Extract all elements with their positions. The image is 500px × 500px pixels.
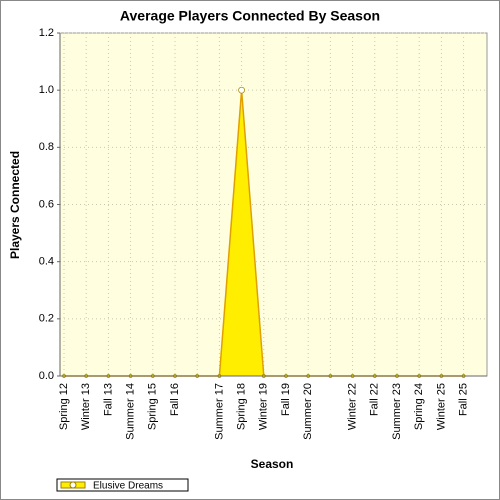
x-tick-label: Fall 16 xyxy=(169,383,181,416)
legend xyxy=(56,478,189,492)
x-tick-label: Spring 12 xyxy=(58,383,70,430)
y-tick-label: 0.0 xyxy=(39,370,54,382)
x-axis-label: Season xyxy=(251,457,294,471)
x-tick-label: Winter 19 xyxy=(258,383,270,430)
x-tick-label: Fall 22 xyxy=(369,383,381,416)
x-tick-label: Fall 13 xyxy=(102,383,114,416)
x-tick-label: Spring 15 xyxy=(147,383,159,430)
legend-label: Elusive Dreams xyxy=(93,481,163,492)
x-tick-label: Spring 24 xyxy=(413,383,425,430)
x-tick-label: Spring 18 xyxy=(236,383,248,430)
y-tick-label: 1.2 xyxy=(39,27,54,39)
y-tick-label: 0.6 xyxy=(39,198,54,210)
y-axis-label: Players Connected xyxy=(8,151,22,259)
x-tick-label: Fall 25 xyxy=(458,383,470,416)
chart-title: Average Players Connected By Season xyxy=(120,8,380,24)
x-tick-label: Winter 22 xyxy=(347,383,359,430)
y-tick-label: 1.0 xyxy=(39,84,54,96)
x-tick-label: Summer 17 xyxy=(213,383,225,440)
y-tick-label: 0.2 xyxy=(39,313,54,325)
x-tick-label: Summer 14 xyxy=(125,383,137,440)
point xyxy=(238,86,245,94)
x-tick-label: Fall 19 xyxy=(280,383,292,416)
y-tick-label: 0.4 xyxy=(39,256,54,268)
plot-area xyxy=(59,32,488,377)
x-tick-label: Winter 25 xyxy=(435,383,447,430)
legend-marker xyxy=(69,481,77,489)
x-tick-label: Summer 23 xyxy=(391,383,403,440)
y-tick-label: 0.8 xyxy=(39,141,54,153)
x-tick-label: Winter 13 xyxy=(80,383,92,430)
x-tick-label: Summer 20 xyxy=(302,383,314,440)
